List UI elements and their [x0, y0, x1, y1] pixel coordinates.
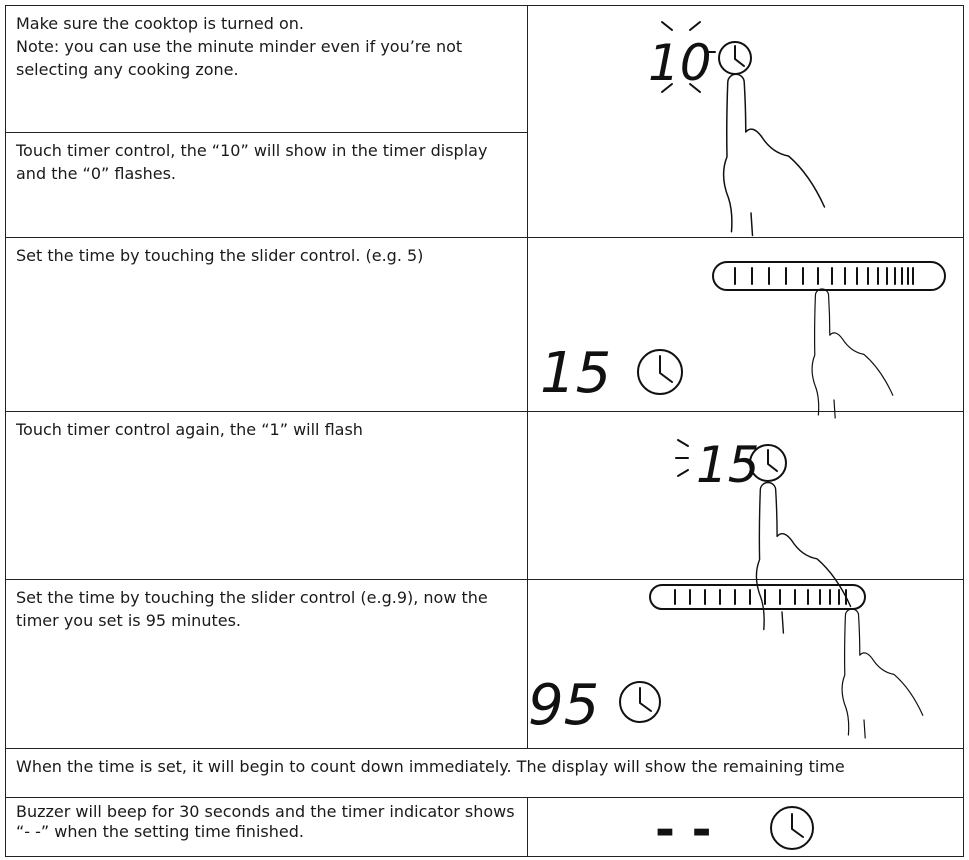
- clock-icon: [749, 444, 787, 482]
- step-text: When the time is set, it will begin to c…: [16, 757, 845, 776]
- timer-display: 15: [696, 436, 760, 494]
- clock-hands: [767, 449, 778, 472]
- slider: [712, 261, 946, 291]
- timer-display: 95: [528, 673, 599, 738]
- step-cell: Touch timer control, the “10” will show …: [5, 132, 528, 238]
- slider-ticks: [734, 267, 914, 285]
- step-cell: Make sure the cooktop is turned on. Note…: [5, 5, 528, 133]
- clock-icon: [770, 806, 814, 850]
- slider: [649, 584, 866, 610]
- timer-display: - -: [655, 802, 712, 858]
- hand: [755, 481, 852, 634]
- clock-hands: [791, 813, 804, 838]
- illustration-cell: [527, 797, 964, 857]
- step-text: Touch timer control, the “10” will show …: [16, 141, 488, 183]
- step-text: Set the time by touching the slider cont…: [16, 588, 488, 630]
- step-text: Touch timer control again, the “1” will …: [16, 420, 363, 439]
- slider-ticks: [674, 589, 847, 605]
- hand: [841, 608, 924, 739]
- clock-hands: [659, 355, 673, 383]
- clock-hands: [639, 687, 652, 712]
- flash-lines: [675, 439, 689, 477]
- step-text: Buzzer will beep for 30 seconds and the …: [16, 802, 515, 841]
- clock-icon: [637, 349, 683, 395]
- timer-display: 15: [540, 341, 611, 406]
- timer-display: 10: [648, 34, 712, 92]
- hand: [811, 288, 894, 419]
- clock-hands: [734, 45, 745, 67]
- step-text: Set the time by touching the slider cont…: [16, 246, 424, 265]
- hand: [722, 73, 826, 237]
- flash-lines: [661, 21, 716, 93]
- step-text: Make sure the cooktop is turned on.: [16, 14, 304, 33]
- clock-icon: [619, 681, 661, 723]
- step-note: Note: you can use the minute minder even…: [16, 37, 463, 79]
